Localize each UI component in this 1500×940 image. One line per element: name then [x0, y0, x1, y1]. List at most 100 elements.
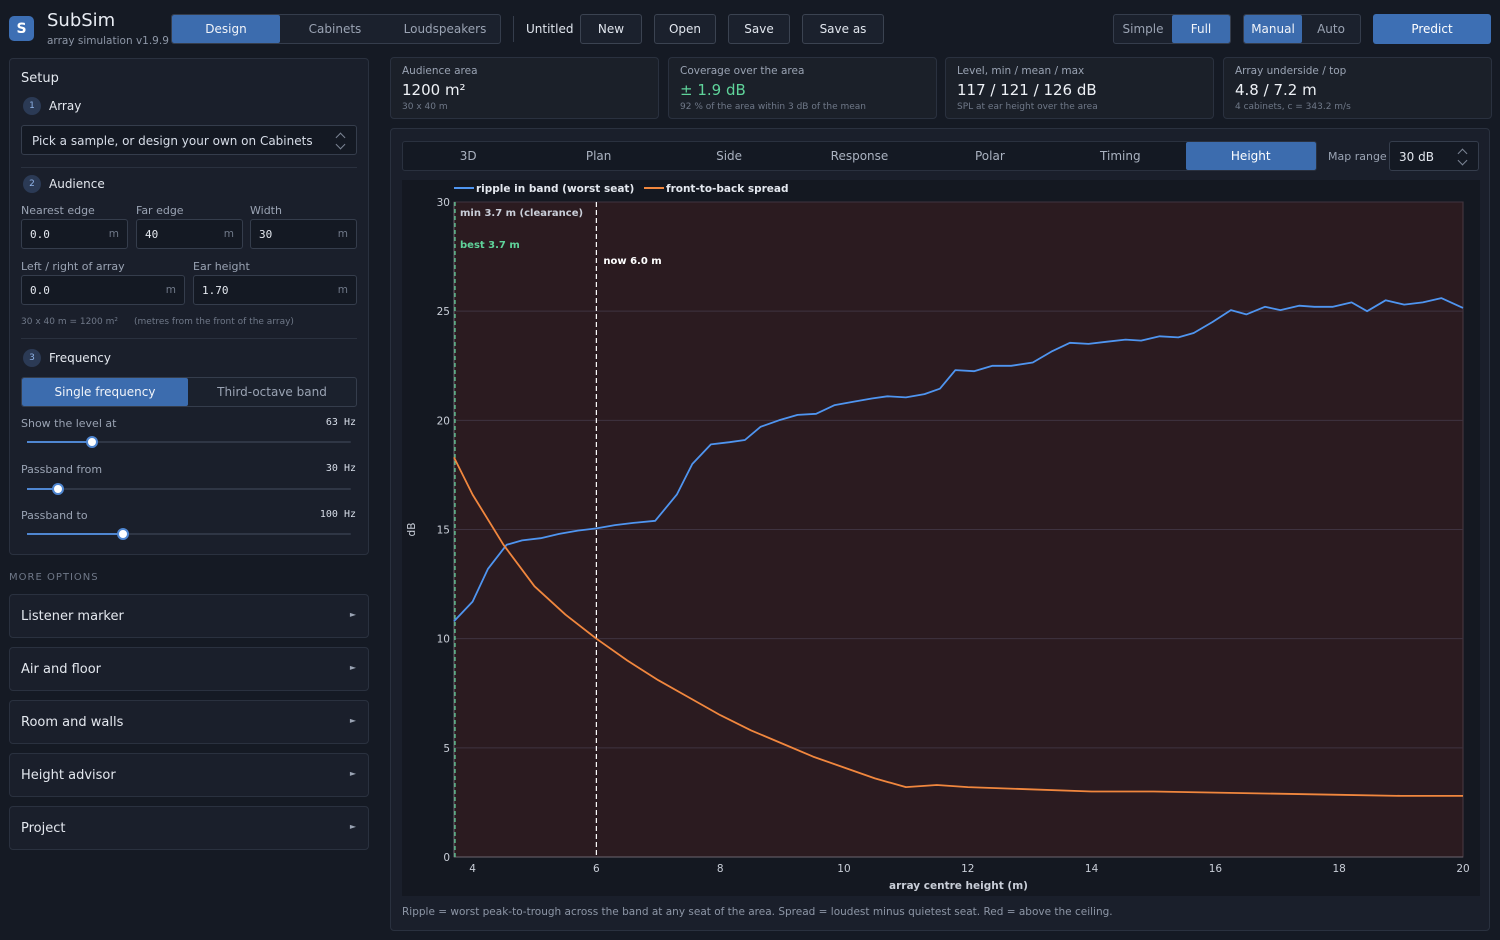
tab-response[interactable]: Response — [830, 149, 889, 163]
step-number-audience: 2 — [23, 175, 41, 193]
project-section[interactable]: Project ► — [9, 806, 369, 850]
width-input[interactable]: 30 m — [250, 219, 357, 249]
nearest-edge-label: Nearest edge — [21, 204, 95, 217]
map-range-select[interactable]: 30 dB — [1389, 141, 1479, 171]
tab-3d[interactable]: 3D — [459, 149, 477, 163]
save-as-button[interactable]: Save as — [802, 14, 884, 44]
unit-label: m — [337, 284, 348, 296]
show-level-label: Show the level at — [21, 417, 117, 430]
height-chart-svg: 0 5 10 15 20 25 30 4 6 8 10 12 14 16 18 20 array centre … — [406, 183, 1470, 892]
nav-tab-design[interactable]: Design — [172, 15, 280, 43]
card-title: Audience area — [402, 65, 478, 77]
left-right-value: 0.0 — [30, 284, 50, 297]
listener-marker-section[interactable]: Listener marker ► — [9, 594, 369, 638]
coverage-card: Coverage over the area ± 1.9 dB 92 % of … — [668, 57, 937, 119]
tuning-auto[interactable]: Auto — [1317, 22, 1345, 36]
y-axis-title: dB — [406, 523, 418, 537]
single-frequency-option[interactable]: Single frequency — [22, 378, 188, 406]
section-title: Project — [21, 821, 66, 836]
slider-fill — [27, 441, 92, 443]
nav-tab-cabinets[interactable]: Cabinets — [308, 22, 362, 36]
expand-arrow-icon: ► — [349, 769, 356, 778]
x-tick-label: 6 — [593, 863, 600, 875]
new-button[interactable]: New — [580, 14, 642, 44]
slider-fill — [27, 488, 58, 490]
card-subtext: 92 % of the area within 3 dB of the mean — [680, 102, 867, 112]
nearest-edge-input[interactable]: 0.0 m — [21, 219, 128, 249]
x-tick-label: 12 — [961, 863, 974, 875]
app-name: SubSim — [47, 10, 116, 31]
y-tick-label: 5 — [443, 743, 450, 755]
far-edge-label: Far edge — [136, 204, 184, 217]
expand-arrow-icon: ► — [349, 822, 356, 831]
step-number-array: 1 — [23, 97, 41, 115]
toolbar-divider — [513, 16, 514, 42]
predict-button[interactable]: Predict — [1373, 14, 1491, 44]
app-version: array simulation v1.9.9 — [47, 35, 169, 47]
ear-height-value: 1.70 — [202, 284, 229, 297]
array-select[interactable]: Pick a sample, or design your own on Cab… — [21, 125, 357, 155]
series-line-spread — [453, 456, 1463, 797]
tab-plan[interactable]: Plan — [585, 149, 612, 163]
air-floor-section[interactable]: Air and floor ► — [9, 647, 369, 691]
card-value: 117 / 121 / 126 dB — [957, 81, 1097, 99]
select-arrows-icon — [1458, 147, 1468, 167]
far-edge-input[interactable]: 40 m — [136, 219, 243, 249]
slider-handle[interactable] — [85, 436, 98, 448]
audience-heading: Audience — [49, 177, 105, 191]
ear-height-input[interactable]: 1.70 m — [193, 275, 357, 305]
left-right-input[interactable]: 0.0 m — [21, 275, 185, 305]
passband-to-slider[interactable] — [27, 528, 351, 540]
top-bar: S SubSim array simulation v1.9.9 Design … — [0, 0, 1500, 56]
unit-label: m — [165, 284, 176, 296]
main-nav-tabs: Design Cabinets Loudspeakers — [171, 14, 501, 44]
area-summary: 30 x 40 m = 1200 m² — [21, 317, 118, 327]
main-view-panel: 3D Plan Side Response Polar Timing Heigh… — [390, 128, 1490, 931]
show-level-slider[interactable] — [27, 436, 351, 448]
tab-timing[interactable]: Timing — [1100, 149, 1141, 163]
left-right-label: Left / right of array — [21, 260, 125, 273]
passband-to-value: 100 Hz — [319, 509, 356, 520]
more-options-title: MORE OPTIONS — [9, 572, 99, 583]
tab-height[interactable]: Height — [1185, 142, 1316, 170]
array-heading: Array — [49, 99, 82, 113]
slider-handle[interactable] — [51, 483, 64, 495]
card-title: Array underside / top — [1235, 65, 1347, 77]
unit-label: m — [337, 228, 348, 240]
series-line-ripple — [453, 297, 1464, 622]
level-card: Level, min / mean / max 117 / 121 / 126 … — [945, 57, 1214, 119]
passband-from-slider[interactable] — [27, 483, 351, 495]
nav-tab-loudspeakers[interactable]: Loudspeakers — [403, 22, 487, 36]
card-value: 4.8 / 7.2 m — [1235, 81, 1317, 99]
frequency-heading: Frequency — [49, 351, 111, 365]
view-tabs: 3D Plan Side Response Polar Timing Heigh… — [402, 141, 1317, 171]
tab-side[interactable]: Side — [716, 149, 743, 163]
tab-polar[interactable]: Polar — [975, 149, 1005, 163]
tuning-manual[interactable]: Manual — [1244, 15, 1302, 43]
step-number-frequency: 3 — [23, 349, 41, 367]
mode-full[interactable]: Full — [1172, 15, 1230, 43]
height-advisor-section[interactable]: Height advisor ► — [9, 753, 369, 797]
width-label: Width — [250, 204, 282, 217]
slider-fill — [27, 533, 123, 535]
setup-panel: Setup 1 Array Pick a sample, or design y… — [9, 58, 369, 555]
open-button[interactable]: Open — [654, 14, 716, 44]
ear-height-label: Ear height — [193, 260, 250, 273]
expand-arrow-icon: ► — [349, 610, 356, 619]
third-octave-option[interactable]: Third-octave band — [217, 385, 327, 399]
y-tick-label: 10 — [437, 634, 450, 646]
legend-label: ripple in band (worst seat) — [476, 183, 634, 195]
far-edge-value: 40 — [145, 228, 159, 241]
card-value: ± 1.9 dB — [680, 81, 746, 99]
unit-label: m — [108, 228, 119, 240]
mode-simple[interactable]: Simple — [1122, 22, 1164, 36]
slider-handle[interactable] — [116, 528, 129, 540]
section-title: Listener marker — [21, 609, 124, 624]
x-tick-label: 8 — [717, 863, 724, 875]
card-subtext: 4 cabinets, c = 343.2 m/s — [1235, 102, 1351, 112]
room-walls-section[interactable]: Room and walls ► — [9, 700, 369, 744]
select-arrows-icon — [336, 131, 346, 151]
project-name: Untitled — [526, 22, 574, 36]
save-button[interactable]: Save — [728, 14, 790, 44]
card-title: Level, min / mean / max — [957, 65, 1085, 77]
